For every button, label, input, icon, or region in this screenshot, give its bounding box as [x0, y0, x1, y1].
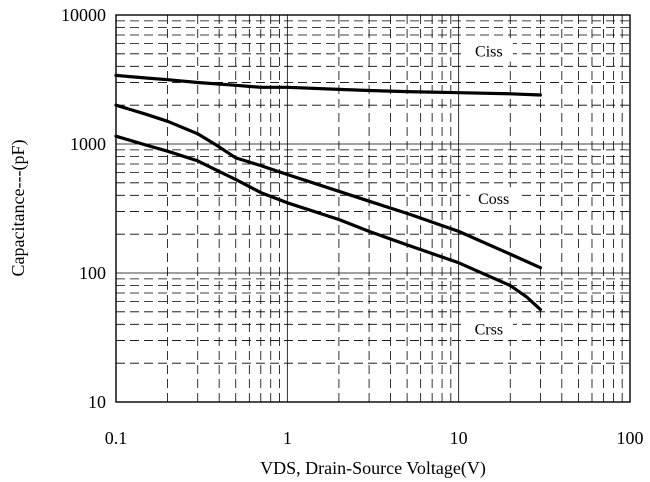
x-tick-label: 1: [283, 428, 292, 448]
y-tick-label: 10000: [61, 5, 106, 25]
annotation-layer: Ciss Coss Crss: [464, 39, 518, 340]
x-tick-label: 10: [450, 428, 468, 448]
grid-layer: [115, 15, 630, 403]
series-label-crss: Crss: [475, 322, 503, 339]
y-axis-label: Capacitance---(pF): [8, 140, 29, 277]
series-label-ciss: Ciss: [475, 44, 503, 61]
y-tick-label: 100: [79, 263, 106, 283]
series-label-bg: [464, 317, 513, 340]
series-line-crss: [114, 134, 543, 312]
x-axis-label: VDS, Drain-Source Voltage(V): [260, 458, 486, 479]
x-tick-label: 100: [617, 428, 644, 448]
curve-layer: [114, 73, 543, 312]
x-tick-label: 0.1: [105, 428, 128, 448]
series-line-ciss: [114, 73, 543, 97]
series-label-coss: Coss: [478, 191, 509, 208]
series-label-bg: [469, 187, 518, 210]
plot-frame: [115, 14, 631, 403]
y-tick-label: 1000: [70, 134, 106, 154]
series-label-bg: [464, 39, 513, 62]
series-line-coss: [114, 103, 543, 270]
tick-layer: 0.1 1 10 100 10 100 1000 10000: [61, 5, 644, 448]
y-tick-label: 10: [88, 392, 106, 412]
